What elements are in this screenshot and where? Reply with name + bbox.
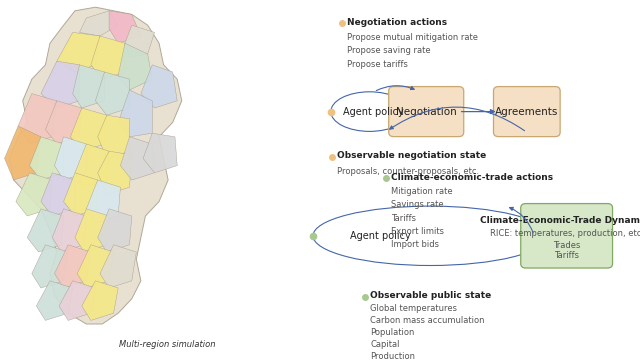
FancyBboxPatch shape [493,87,560,137]
Polygon shape [125,25,154,58]
Text: Propose mutual mitigation rate: Propose mutual mitigation rate [348,32,478,41]
Text: Climate-Economic-Trade Dynamics: Climate-Economic-Trade Dynamics [480,216,640,225]
Polygon shape [77,245,114,288]
Text: Negotiation: Negotiation [396,107,456,117]
Text: Trades: Trades [553,242,580,251]
Polygon shape [18,94,57,144]
Polygon shape [100,245,136,288]
FancyBboxPatch shape [388,87,464,137]
Polygon shape [91,36,125,79]
Text: Import bids: Import bids [392,240,440,249]
Text: Capital: Capital [371,340,400,349]
Text: Tariffs: Tariffs [392,213,417,222]
Text: Observable negotiation state: Observable negotiation state [337,151,486,160]
Polygon shape [75,209,109,252]
Text: Proposals, counter-proposals, etc.: Proposals, counter-proposals, etc. [337,166,479,176]
Text: Carbon mass accumulation: Carbon mass accumulation [371,316,485,325]
Polygon shape [16,173,52,216]
Text: Tariffs: Tariffs [554,251,579,260]
Text: RICE: temperatures, production, etc.: RICE: temperatures, production, etc. [490,230,640,239]
Polygon shape [120,137,154,180]
Polygon shape [41,173,75,216]
Polygon shape [143,133,177,173]
Text: Propose tariffs: Propose tariffs [348,60,408,69]
Text: Agreements: Agreements [495,107,559,117]
Polygon shape [4,126,41,180]
Polygon shape [32,245,68,288]
Text: Multi-region simulation: Multi-region simulation [119,340,216,349]
Polygon shape [98,209,132,252]
Text: Savings rate: Savings rate [392,200,444,210]
Polygon shape [70,108,107,151]
Text: Production: Production [371,352,415,360]
Text: Observable public state: Observable public state [371,292,492,300]
Polygon shape [52,209,86,252]
Text: Mitigation rate: Mitigation rate [392,187,453,196]
Text: Export limits: Export limits [392,227,444,236]
Text: Global temperatures: Global temperatures [371,305,458,313]
Text: Agent policy: Agent policy [349,231,410,241]
FancyBboxPatch shape [521,204,612,268]
PathPatch shape [9,7,182,324]
Text: Population: Population [371,328,415,337]
Text: Climate-economic-trade actions: Climate-economic-trade actions [392,173,554,181]
Polygon shape [95,72,129,115]
Polygon shape [29,137,63,180]
Polygon shape [98,115,129,158]
Polygon shape [141,65,177,108]
Polygon shape [109,11,141,43]
Polygon shape [73,65,104,108]
Text: Negotiation actions: Negotiation actions [348,18,447,27]
Polygon shape [118,90,152,137]
Polygon shape [54,137,86,180]
Polygon shape [54,245,91,288]
Text: Agent policy: Agent policy [344,107,404,117]
Polygon shape [118,43,152,90]
Polygon shape [57,32,100,72]
Polygon shape [41,61,79,108]
Polygon shape [98,151,132,194]
Polygon shape [59,281,95,320]
Polygon shape [86,180,120,223]
Polygon shape [75,144,109,187]
Polygon shape [28,209,63,252]
Polygon shape [45,101,82,144]
Text: Propose saving rate: Propose saving rate [348,46,431,55]
Polygon shape [79,11,118,36]
Polygon shape [63,173,98,216]
Polygon shape [82,281,118,320]
Polygon shape [36,281,73,320]
